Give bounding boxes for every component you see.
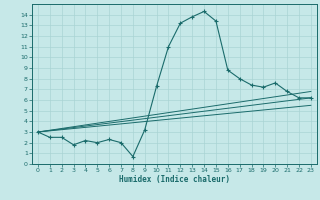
X-axis label: Humidex (Indice chaleur): Humidex (Indice chaleur) bbox=[119, 175, 230, 184]
